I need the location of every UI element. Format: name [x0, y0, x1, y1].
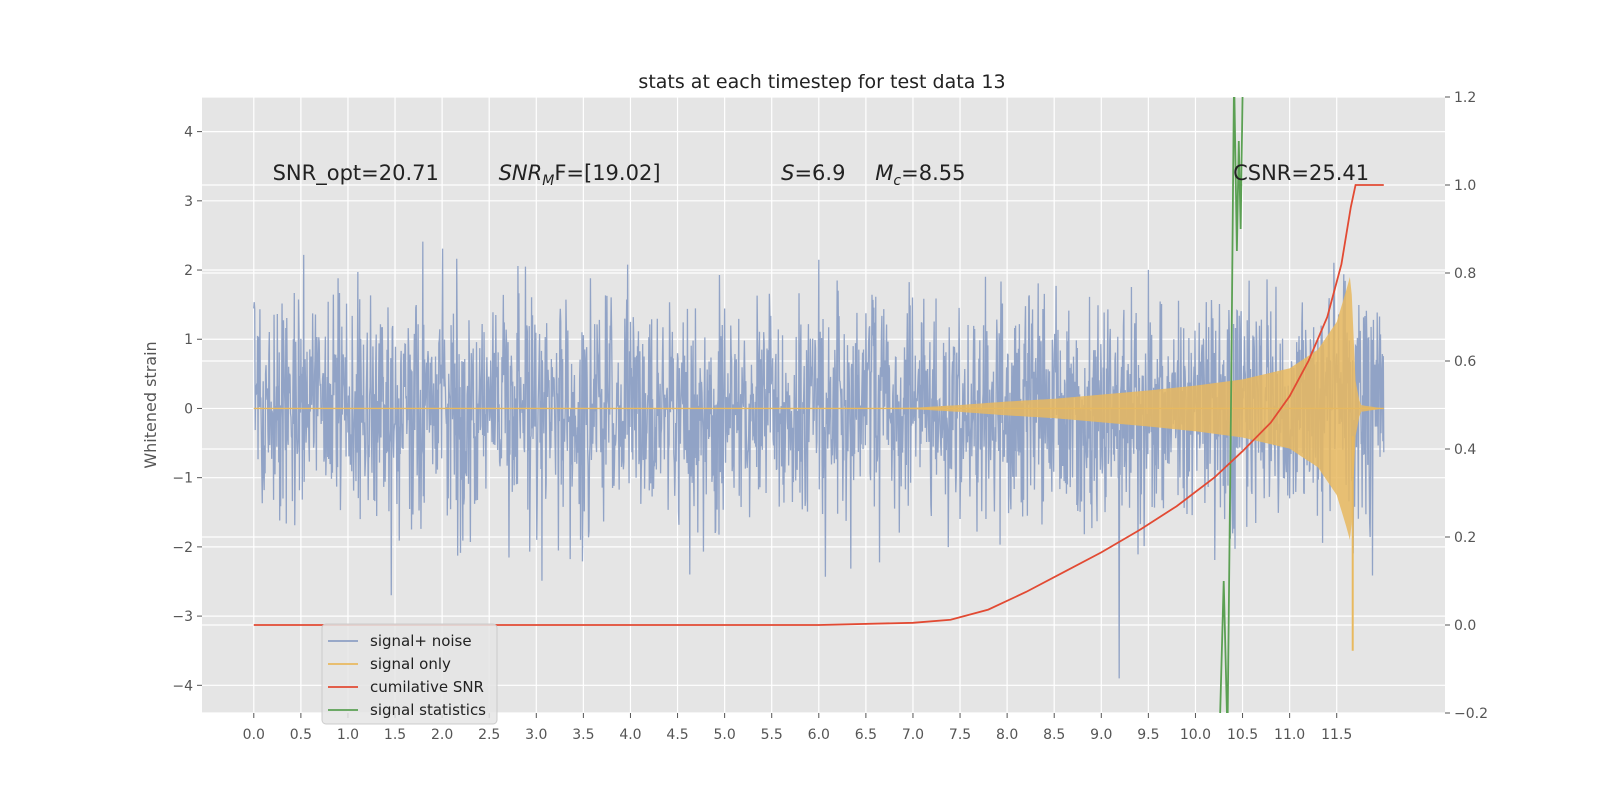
x-tick-label: 7.0: [902, 727, 924, 743]
annotation-text: Mc=8.55: [875, 161, 965, 189]
y-tick-label: −2: [172, 540, 193, 556]
annotation-text: SNR_opt=20.71: [273, 161, 439, 186]
annotation-base: CSNR=25.41: [1233, 161, 1369, 185]
signal-only-series: [253, 276, 1384, 651]
annotation-text: SNRMF=[19.02]: [499, 161, 661, 189]
x-tick-label: 1.5: [384, 727, 406, 743]
annotation-tail: F=[19.02]: [554, 161, 660, 185]
annotation-base: S: [781, 161, 794, 185]
x-tick-label: 4.5: [666, 727, 688, 743]
x-tick-label: 11.0: [1274, 727, 1305, 743]
annotation-tail: =6.9: [794, 161, 845, 185]
x-tick-label: 6.5: [855, 727, 877, 743]
x-tick-label: 4.0: [619, 727, 641, 743]
y-tick-label: −1: [172, 471, 193, 487]
annotation-subscript: M: [542, 173, 554, 189]
x-tick-label: 8.5: [1043, 727, 1065, 743]
x-tick-label: 7.5: [949, 727, 971, 743]
annotation-text: CSNR=25.41: [1233, 161, 1369, 185]
y2-tick-label: 0.6: [1454, 354, 1476, 370]
legend-label: cumilative SNR: [370, 678, 484, 696]
x-tick-label: 0.5: [290, 727, 312, 743]
annotation-base: M: [875, 161, 893, 185]
y-tick-label: −3: [172, 609, 193, 625]
y-axis-label: Whitened strain: [141, 341, 160, 468]
y2-tick-label: −0.2: [1454, 706, 1488, 722]
x-tick-label: 5.5: [761, 727, 783, 743]
annotation-text: S=6.9: [781, 161, 845, 185]
legend-label: signal only: [370, 655, 451, 673]
cumulative-snr-series: [253, 184, 1384, 626]
cumulative-snr-line: [253, 184, 1384, 626]
chart-title: stats at each timestep for test data 13: [638, 71, 1005, 93]
x-tick-label: 8.0: [996, 727, 1018, 743]
y2-tick-label: 1.2: [1454, 90, 1476, 106]
legend: signal+ noise signal only cumilative SNR si…: [321, 623, 498, 725]
annotation-base: SNR_opt=20.71: [273, 161, 439, 186]
x-tick-label: 0.0: [243, 727, 265, 743]
x-tick-label: 5.0: [713, 727, 735, 743]
annotation-base: SNR: [499, 161, 543, 185]
legend-box: [321, 623, 498, 725]
x-tick-label: 9.5: [1137, 727, 1159, 743]
y2-tick-label: 1.0: [1454, 178, 1476, 194]
y2-tick-label: 0.4: [1454, 442, 1476, 458]
axes: 0.0 0.5 1.0 1.5 2.0 2.5 3.0 3.5 4.0 4.5 5.0 5.5 6.0 6…: [172, 90, 1488, 743]
x-tick-label: 2.0: [431, 727, 453, 743]
y-tick-label: 2: [184, 263, 193, 279]
y2-tick-label: 0.8: [1454, 266, 1476, 282]
y2-tick-label: 0.2: [1454, 530, 1476, 546]
annotation-tail: =8.55: [901, 161, 965, 185]
signal-statistics-line: [1219, 97, 1244, 713]
x-tick-label: 9.0: [1090, 727, 1112, 743]
x-tick-label: 10.0: [1180, 727, 1211, 743]
x-tick-label: 3.0: [525, 727, 547, 743]
y2-tick-label: 0.0: [1454, 618, 1476, 634]
annotation-subscript: c: [893, 173, 901, 189]
x-tick-label: 10.5: [1227, 727, 1258, 743]
y-tick-label: 4: [184, 125, 193, 141]
x-tick-label: 6.0: [808, 727, 830, 743]
signal-statistics-series: [1219, 97, 1244, 713]
y-tick-label: 1: [184, 332, 193, 348]
y-tick-label: 3: [184, 194, 193, 210]
legend-label: signal statistics: [370, 701, 486, 719]
y-tick-label: −4: [172, 678, 193, 694]
x-tick-label: 1.0: [337, 727, 359, 743]
x-tick-label: 11.5: [1321, 727, 1352, 743]
y-tick-label: 0: [184, 401, 193, 417]
x-tick-label: 2.5: [478, 727, 500, 743]
legend-label: signal+ noise: [370, 632, 472, 650]
annotations: SNR_opt=20.71 SNRMF=[19.02] S=6.9 Mc=8.55 CS…: [273, 161, 1370, 189]
x-tick-label: 3.5: [572, 727, 594, 743]
